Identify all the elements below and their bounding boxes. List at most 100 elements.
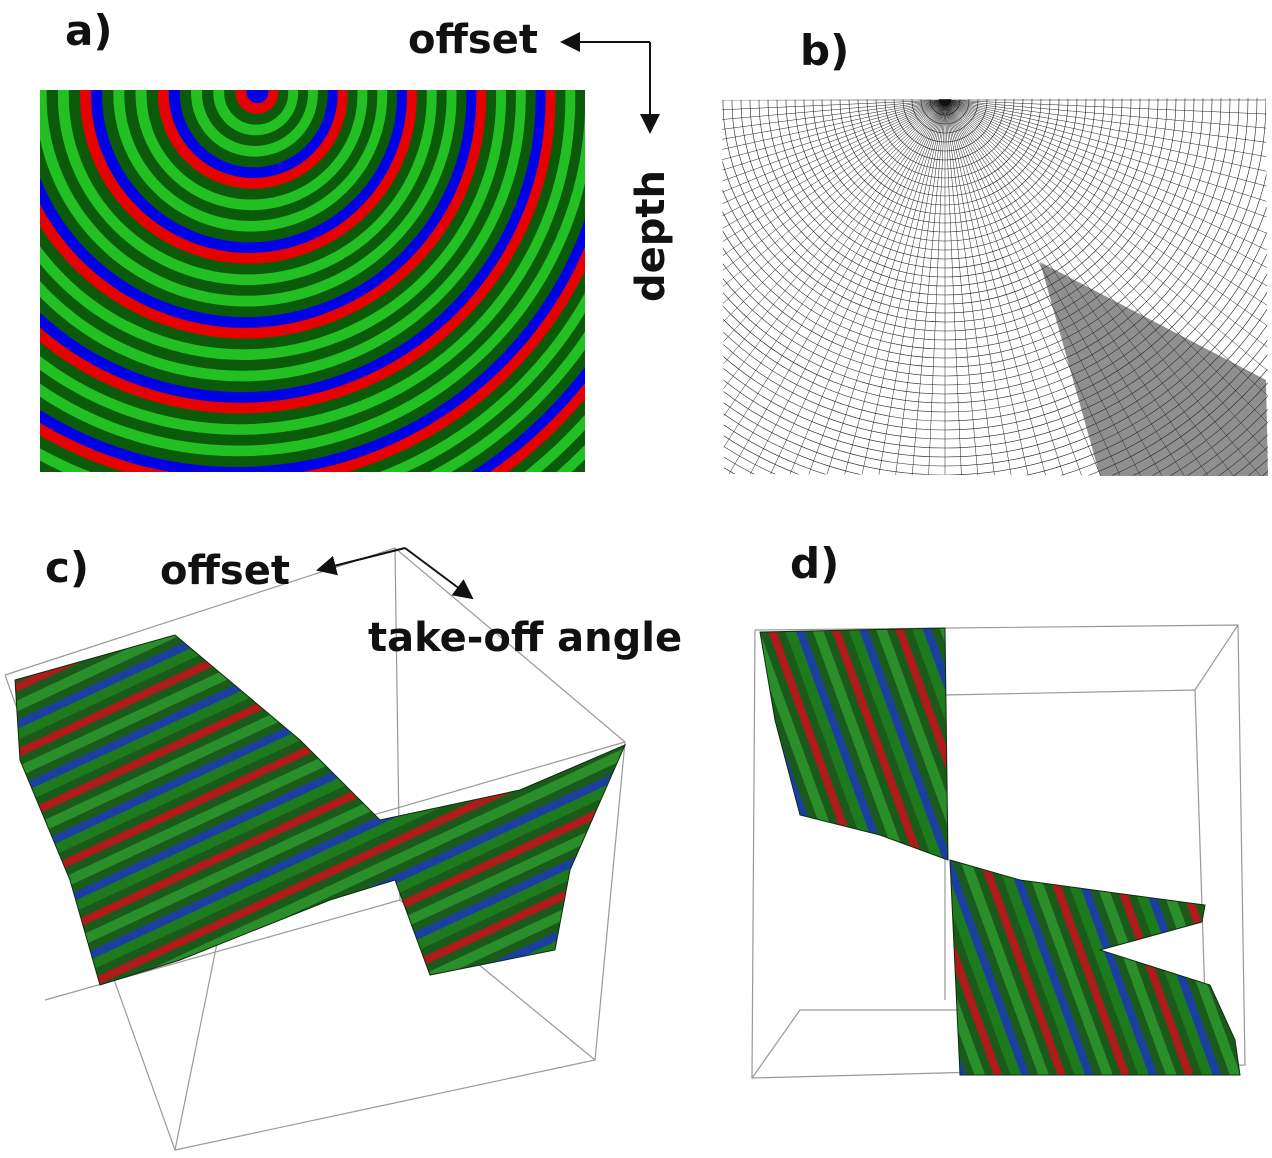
mesh-line [722, 99, 946, 162]
mesh-line [722, 99, 946, 476]
ring [191, 90, 319, 157]
mesh-line [944, 99, 1185, 476]
mesh-line [722, 99, 946, 476]
ring [124, 90, 379, 222]
box-edge [1194, 624, 1239, 691]
ring [40, 90, 488, 339]
ring [40, 90, 508, 361]
mesh-line [763, 99, 946, 476]
ring [40, 90, 577, 436]
ring [40, 90, 468, 318]
mesh-line [830, 98, 1060, 215]
mesh-line [722, 99, 946, 340]
mesh-line [722, 99, 946, 282]
mesh-line [722, 99, 946, 476]
mesh-line [848, 98, 1042, 197]
mesh-line [866, 98, 1024, 179]
mesh-line [722, 98, 1231, 386]
surface [14, 634, 626, 986]
mesh-line [944, 99, 1268, 476]
mesh-line [911, 98, 979, 134]
ring [135, 90, 369, 211]
mesh-line [767, 98, 1123, 278]
mesh-line [722, 99, 946, 476]
mesh-line [722, 99, 946, 476]
axis-label: offset [160, 548, 290, 594]
mesh-line [722, 99, 946, 311]
mesh-line [722, 98, 1204, 359]
mesh-line [853, 99, 946, 476]
mesh-line [722, 98, 1240, 395]
ring [246, 90, 270, 104]
mesh-line [722, 98, 1268, 440]
ring [224, 90, 290, 125]
mesh-fold [1040, 262, 1268, 476]
mesh-line [944, 99, 1127, 476]
ring [40, 90, 557, 414]
mesh-line [722, 98, 1268, 467]
mesh-line [722, 99, 946, 476]
ring [40, 90, 585, 446]
mesh-line [944, 99, 1268, 131]
box-edge [751, 1009, 801, 1079]
mesh-line [722, 99, 946, 476]
panel-label: d) [790, 539, 839, 588]
ring [235, 90, 280, 115]
mesh-line [722, 99, 946, 222]
wavefront-image [40, 90, 585, 472]
mesh-source [939, 98, 951, 106]
mesh-line [793, 99, 946, 476]
mesh-line [944, 99, 1156, 476]
mesh-line [883, 99, 946, 476]
ring [40, 90, 527, 382]
ring [68, 90, 428, 275]
mesh-line [944, 99, 1268, 282]
mesh-line [722, 98, 1258, 413]
surface [949, 859, 1241, 1076]
mesh-line [722, 98, 1168, 323]
mesh-line [944, 99, 1268, 252]
mesh-line [944, 99, 1067, 476]
mesh-line [902, 98, 988, 143]
box-frame [751, 624, 1246, 1079]
ring [213, 90, 300, 136]
ring [80, 90, 418, 264]
mesh-line [722, 99, 946, 476]
mesh-line [722, 99, 946, 476]
mesh-line [758, 98, 1132, 287]
ring [157, 90, 349, 190]
panel-label: a) [65, 6, 113, 55]
mesh-line [875, 98, 1015, 170]
mesh-line [857, 98, 1033, 188]
ring [57, 90, 438, 286]
mesh-line [722, 99, 946, 476]
mesh-line [722, 99, 946, 397]
ring [46, 90, 448, 297]
ring [40, 90, 567, 425]
ring [40, 109, 585, 457]
mesh-line [914, 99, 946, 476]
ring [113, 90, 389, 232]
mesh-line [944, 99, 1007, 476]
mesh-line [884, 98, 1006, 161]
ring [179, 90, 329, 168]
mesh-line [722, 99, 946, 476]
mesh-line [722, 98, 1222, 377]
mesh-line [944, 99, 1268, 476]
mesh-line [722, 98, 1268, 449]
mesh-line [749, 98, 1141, 296]
mesh-line [722, 98, 1195, 350]
ring [168, 90, 339, 179]
mesh-line [722, 98, 1186, 341]
ring [202, 90, 310, 147]
ring [102, 90, 399, 243]
mesh-line [944, 99, 1268, 340]
mesh-line [776, 98, 1114, 269]
mesh-line [944, 99, 1268, 311]
mesh-line [893, 98, 997, 152]
mesh-line [722, 98, 1177, 332]
mesh-line [944, 99, 1268, 451]
mesh-line [823, 99, 946, 476]
axis-label: offset [408, 17, 538, 63]
ring [40, 90, 547, 404]
